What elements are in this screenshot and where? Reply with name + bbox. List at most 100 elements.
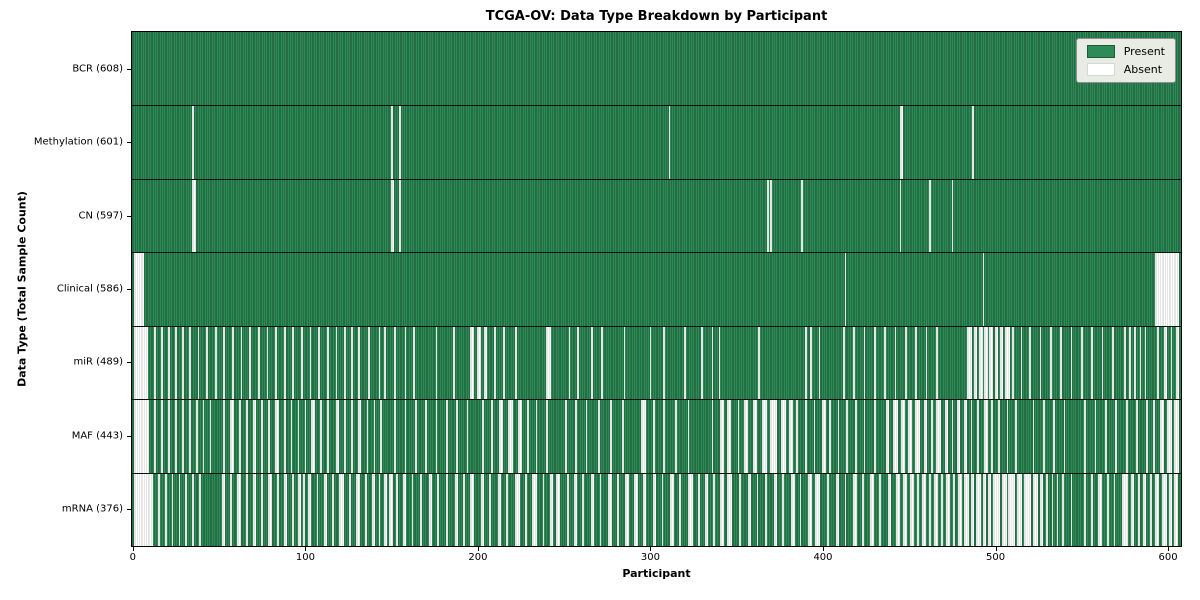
absent-segment bbox=[756, 473, 759, 546]
absent-segment bbox=[597, 400, 600, 473]
heatmap-row-Methylation bbox=[132, 105, 1181, 179]
absent-segment bbox=[970, 473, 974, 546]
absent-segment bbox=[326, 400, 329, 473]
xtick-label-100: 100 bbox=[295, 552, 315, 563]
absent-segment bbox=[663, 326, 666, 400]
absent-segment bbox=[987, 473, 992, 546]
absent-segment bbox=[887, 473, 892, 546]
absent-segment bbox=[813, 400, 816, 473]
absent-segment bbox=[737, 400, 740, 473]
absent-segment bbox=[1163, 326, 1168, 400]
xtick-mark bbox=[477, 547, 479, 551]
absent-segment bbox=[1091, 326, 1093, 400]
x-axis-label: Participant bbox=[622, 567, 691, 580]
absent-segment bbox=[394, 400, 396, 473]
absent-segment bbox=[1039, 326, 1042, 400]
absent-segment bbox=[188, 326, 191, 400]
absent-segment bbox=[206, 326, 208, 400]
absent-segment bbox=[879, 473, 881, 546]
absent-segment bbox=[335, 400, 340, 473]
absent-segment bbox=[297, 473, 302, 546]
absent-segment bbox=[373, 400, 376, 473]
absent-segment bbox=[1149, 473, 1152, 546]
absent-segment bbox=[188, 400, 191, 473]
absent-segment bbox=[915, 400, 921, 473]
absent-segment bbox=[697, 473, 700, 546]
absent-segment bbox=[936, 326, 938, 400]
absent-segment bbox=[930, 400, 933, 473]
absent-segment bbox=[1032, 473, 1038, 546]
absent-segment bbox=[837, 400, 840, 473]
absent-segment bbox=[901, 400, 905, 473]
absent-segment bbox=[195, 400, 198, 473]
absent-segment bbox=[546, 326, 552, 400]
absent-segment bbox=[490, 400, 493, 473]
absent-segment bbox=[542, 473, 545, 546]
absent-segment bbox=[640, 400, 647, 473]
absent-segment bbox=[1174, 400, 1180, 473]
absent-segment bbox=[1039, 473, 1043, 546]
absent-segment bbox=[609, 400, 612, 473]
absent-segment bbox=[1061, 473, 1064, 546]
absent-segment bbox=[727, 400, 731, 473]
absent-segment bbox=[483, 326, 488, 400]
absent-segment bbox=[992, 473, 1000, 546]
absent-segment bbox=[364, 473, 367, 546]
absent-segment bbox=[873, 326, 876, 400]
absent-segment bbox=[946, 473, 950, 546]
absent-segment bbox=[420, 473, 422, 546]
ytick-label-Clinical: Clinical (586) bbox=[56, 283, 123, 295]
xtick-label-500: 500 bbox=[985, 552, 1006, 563]
absent-segment bbox=[175, 326, 177, 400]
absent-segment bbox=[302, 473, 305, 546]
absent-segment bbox=[994, 326, 999, 400]
absent-segment bbox=[854, 400, 857, 473]
absent-segment bbox=[998, 400, 1000, 473]
absent-segment bbox=[283, 473, 288, 546]
absent-segment bbox=[1153, 400, 1156, 473]
absent-segment bbox=[634, 473, 638, 546]
absent-segment bbox=[214, 326, 217, 400]
absent-segment bbox=[164, 473, 167, 546]
absent-segment bbox=[917, 473, 919, 546]
absent-segment bbox=[292, 473, 295, 546]
absent-segment bbox=[744, 400, 748, 473]
absent-segment bbox=[804, 326, 807, 400]
absent-segment bbox=[963, 400, 968, 473]
absent-segment bbox=[532, 473, 538, 546]
absent-segment bbox=[230, 400, 234, 473]
absent-segment bbox=[223, 326, 226, 400]
absent-segment bbox=[982, 253, 985, 326]
xtick-mark bbox=[305, 547, 307, 551]
heatmap-row-BCR bbox=[132, 32, 1181, 106]
absent-segment bbox=[399, 179, 402, 253]
absent-segment bbox=[470, 326, 474, 400]
absent-segment bbox=[929, 473, 931, 546]
absent-segment bbox=[1011, 326, 1014, 400]
ytick-mark bbox=[127, 142, 131, 144]
absent-segment bbox=[1080, 326, 1083, 400]
heatmap-row-miR bbox=[132, 325, 1181, 400]
absent-segment bbox=[991, 400, 993, 473]
absent-segment bbox=[452, 326, 455, 400]
absent-segment bbox=[687, 473, 693, 546]
absent-segment bbox=[276, 473, 279, 546]
absent-segment bbox=[535, 400, 538, 473]
absent-segment bbox=[975, 473, 981, 546]
absent-segment bbox=[884, 326, 886, 400]
absent-segment bbox=[249, 326, 252, 400]
ytick-mark bbox=[127, 509, 131, 511]
absent-segment bbox=[720, 473, 724, 546]
absent-segment bbox=[133, 253, 145, 326]
absent-segment bbox=[782, 473, 785, 546]
ytick-label-miR: miR (489) bbox=[73, 356, 123, 368]
absent-segment bbox=[197, 326, 200, 400]
xtick-label-0: 0 bbox=[129, 552, 137, 563]
absent-segment bbox=[590, 473, 595, 546]
absent-segment bbox=[829, 400, 831, 473]
absent-segment bbox=[349, 473, 352, 546]
absent-segment bbox=[463, 473, 465, 546]
absent-segment bbox=[237, 473, 241, 546]
absent-segment bbox=[753, 400, 757, 473]
